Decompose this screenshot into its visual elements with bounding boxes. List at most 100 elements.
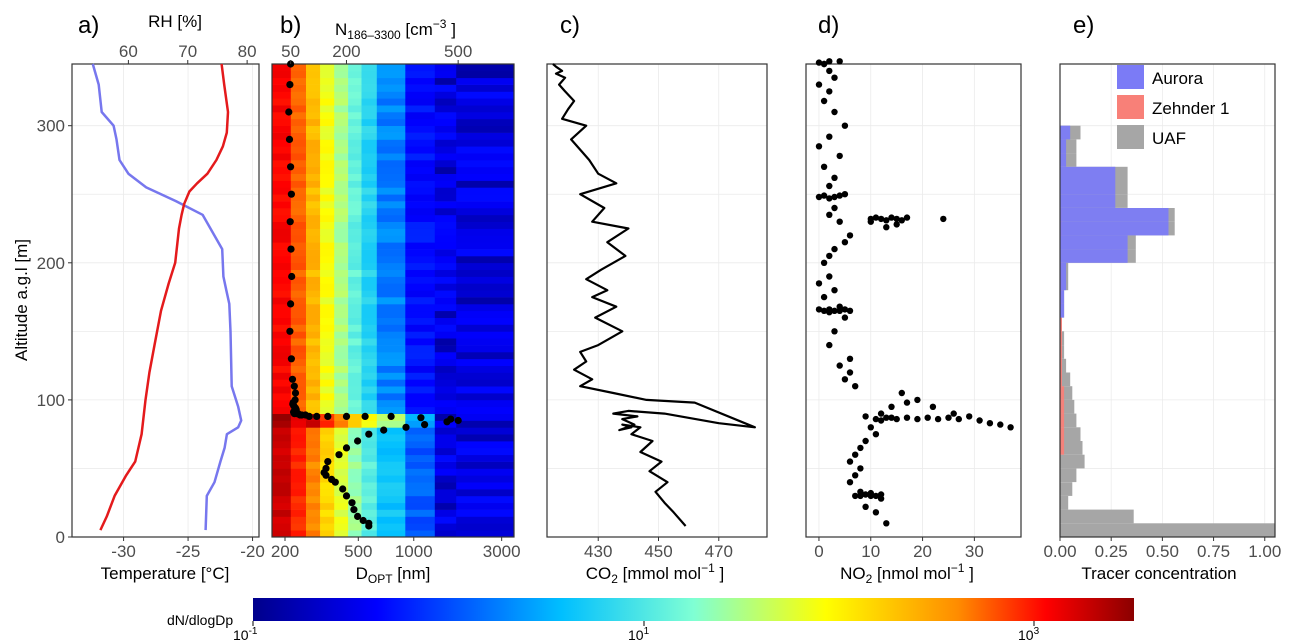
heatmap-cell bbox=[306, 297, 321, 305]
heatmap-cell bbox=[405, 91, 435, 99]
heatmap-cell bbox=[405, 118, 435, 126]
heatmap-cell bbox=[405, 386, 435, 394]
heatmap-cell bbox=[405, 221, 435, 229]
heatmap-cell bbox=[320, 153, 335, 161]
heatmap-cell bbox=[348, 489, 362, 497]
heatmap-cell bbox=[434, 317, 457, 325]
heatmap-cell bbox=[434, 221, 457, 229]
heatmap-cell bbox=[405, 228, 435, 236]
heatmap-cell bbox=[376, 255, 406, 264]
heatmap-cell bbox=[334, 297, 349, 305]
heatmap-cell bbox=[376, 214, 406, 222]
heatmap-cell bbox=[320, 434, 335, 442]
no2-point bbox=[831, 193, 838, 201]
x-tick-label: 20 bbox=[913, 542, 932, 561]
heatmap-cell bbox=[348, 105, 362, 113]
heatmap-cell bbox=[320, 125, 335, 133]
heatmap-cell bbox=[361, 112, 378, 120]
heatmap-cell bbox=[434, 166, 457, 174]
heatmap-cell bbox=[334, 112, 349, 120]
number-concentration-point bbox=[287, 245, 295, 253]
heatmap-cell bbox=[361, 105, 378, 113]
x-tick-label: 430 bbox=[584, 542, 612, 561]
heatmap-cell bbox=[306, 530, 321, 538]
heatmap-cell bbox=[405, 84, 435, 92]
number-concentration-point bbox=[290, 382, 298, 390]
heatmap-cell bbox=[320, 345, 335, 353]
heatmap-cell bbox=[272, 146, 292, 154]
heatmap-cell bbox=[290, 345, 307, 353]
heatmap-cell bbox=[272, 208, 292, 216]
heatmap-cell bbox=[334, 98, 349, 106]
heatmap-cell bbox=[290, 146, 307, 154]
heatmap-cell bbox=[272, 406, 292, 414]
heatmap-cell bbox=[320, 283, 335, 291]
heatmap-cell bbox=[348, 461, 362, 469]
heatmap-cell bbox=[272, 317, 292, 325]
heatmap-cell bbox=[348, 269, 362, 277]
heatmap-cell bbox=[320, 358, 335, 366]
heatmap-cell bbox=[434, 105, 457, 113]
heatmap-cell bbox=[290, 475, 307, 483]
panel-a-temperature-rh: a) RH [%] Temperature [°C] Altitude a.g.… bbox=[12, 12, 265, 583]
heatmap-cell bbox=[376, 303, 406, 312]
heatmap-cell bbox=[272, 482, 292, 490]
number-concentration-point bbox=[443, 418, 451, 426]
heatmap-cell bbox=[272, 468, 292, 476]
heatmap-cell bbox=[434, 262, 457, 270]
heatmap-cell bbox=[434, 530, 457, 538]
heatmap-cell bbox=[348, 242, 362, 250]
heatmap-cell bbox=[405, 283, 435, 291]
heatmap-cell bbox=[361, 358, 378, 366]
heatmap-cell bbox=[405, 201, 435, 209]
heatmap-cell bbox=[290, 290, 307, 298]
colorbar-tick-1: 101 bbox=[628, 626, 650, 642]
heatmap-cell bbox=[361, 434, 378, 442]
tracer-bar bbox=[1060, 372, 1062, 387]
heatmap-cell bbox=[434, 386, 457, 394]
no2-point bbox=[826, 133, 833, 140]
no2-point bbox=[815, 143, 823, 150]
heatmap-cell bbox=[320, 441, 335, 449]
tracer-bar bbox=[1060, 523, 1275, 537]
heatmap-cell bbox=[290, 132, 307, 140]
heatmap-cell bbox=[348, 139, 362, 147]
heatmap-cell bbox=[290, 180, 307, 188]
heatmap-cell bbox=[434, 372, 457, 380]
heatmap-cell bbox=[290, 118, 307, 126]
heatmap-cell bbox=[456, 441, 515, 449]
heatmap-cell bbox=[434, 91, 457, 99]
heatmap-cell bbox=[405, 358, 435, 366]
heatmap-cell bbox=[348, 413, 362, 421]
no2-point bbox=[862, 491, 869, 498]
heatmap-cell bbox=[334, 283, 349, 291]
number-concentration-point bbox=[421, 421, 429, 429]
heatmap-cell bbox=[405, 393, 435, 401]
tracer-bar bbox=[1060, 153, 1067, 167]
x-tick-label: 0.00 bbox=[1043, 542, 1076, 561]
heatmap-cell bbox=[334, 516, 349, 524]
heatmap-cell bbox=[306, 262, 321, 270]
heatmap-cell bbox=[348, 91, 362, 99]
heatmap-cell bbox=[434, 70, 457, 79]
heatmap-cell bbox=[434, 214, 457, 222]
heatmap-cell bbox=[334, 70, 349, 79]
heatmap-cell bbox=[320, 509, 335, 517]
heatmap-cell bbox=[361, 70, 378, 79]
heatmap-cell bbox=[376, 386, 406, 394]
heatmap-cell bbox=[405, 317, 435, 325]
heatmap-cell bbox=[376, 228, 406, 236]
heatmap-cell bbox=[456, 365, 515, 373]
heatmap-cell bbox=[434, 509, 457, 517]
heatmap-cell bbox=[376, 201, 406, 209]
heatmap-cell bbox=[348, 187, 362, 195]
heatmap-cell bbox=[290, 208, 307, 216]
heatmap-cell bbox=[320, 372, 335, 380]
heatmap-cell bbox=[361, 509, 378, 517]
heatmap-cell bbox=[434, 393, 457, 401]
no2-point bbox=[877, 491, 885, 498]
plot-background bbox=[72, 64, 259, 537]
heatmap-cell bbox=[306, 98, 321, 106]
heatmap-cell bbox=[348, 166, 362, 174]
no2-point bbox=[986, 420, 994, 427]
